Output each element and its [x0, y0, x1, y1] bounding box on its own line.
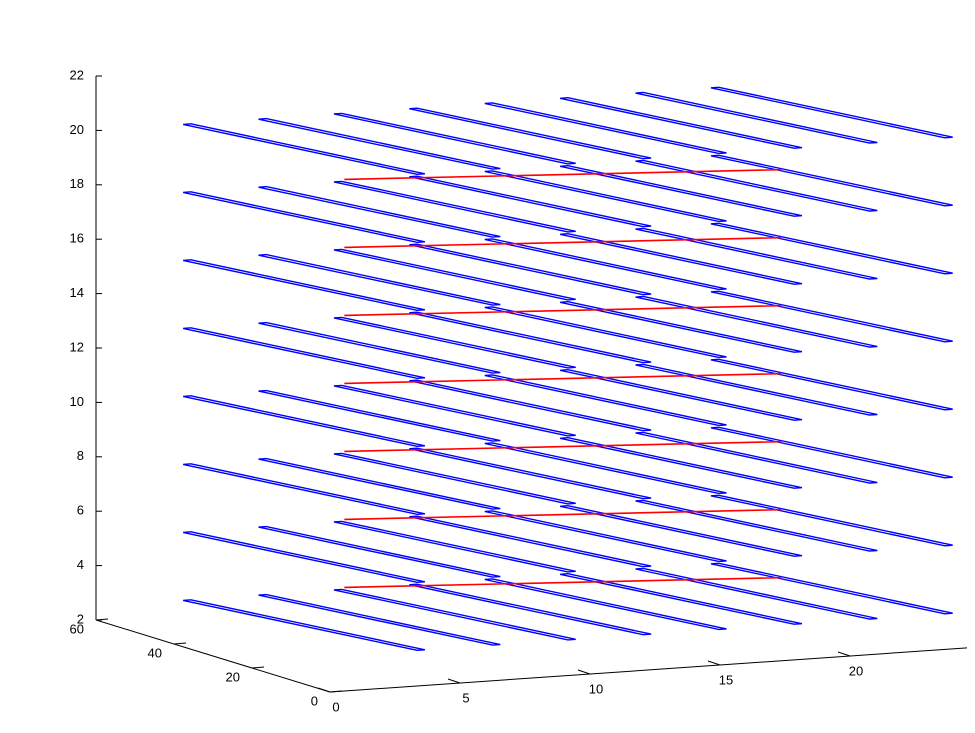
y-tick-label: 40: [148, 645, 162, 660]
x-tick-label: 5: [462, 690, 469, 705]
z-tick-label: 12: [70, 339, 84, 354]
z-tick-label: 22: [70, 67, 84, 82]
z-tick-label: 18: [70, 176, 84, 191]
z-tick-label: 10: [70, 394, 84, 409]
z-tick-label: 6: [77, 503, 84, 518]
z-tick-label: 4: [77, 557, 84, 572]
y-tick-label: 20: [226, 669, 240, 684]
z-tick-label: 16: [70, 231, 84, 246]
chart: 246810121416182022020406005101520: [0, 0, 975, 728]
y-tick-label: 0: [311, 693, 318, 708]
background: [0, 0, 975, 728]
x-tick-label: 10: [589, 681, 603, 696]
page: {"chart_data": { "type": "line3d", "xlim…: [0, 0, 975, 728]
z-tick-label: 14: [70, 285, 84, 300]
z-tick-label: 8: [77, 448, 84, 463]
z-tick-label: 20: [70, 122, 84, 137]
x-tick-label: 20: [849, 663, 863, 678]
y-tick-label: 60: [70, 621, 84, 636]
x-tick-label: 0: [332, 699, 339, 714]
x-tick-label: 15: [719, 672, 733, 687]
